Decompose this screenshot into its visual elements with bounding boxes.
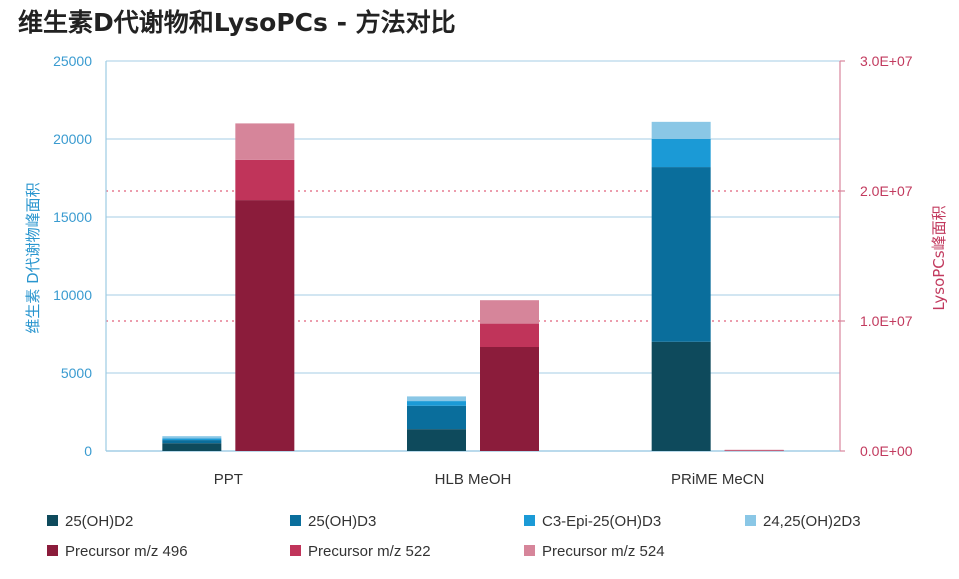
legend-swatch — [524, 545, 535, 556]
y-tick-label-right: 2.0E+07 — [860, 183, 913, 199]
bar-segment — [162, 440, 222, 444]
legend-swatch — [290, 545, 301, 556]
chart-title: 维生素D代谢物和LysoPCs - 方法对比 — [18, 8, 456, 37]
bar-segment — [235, 123, 295, 160]
legend-label: C3-Epi-25(OH)D3 — [542, 513, 661, 530]
y-axis-title-right: LysoPCs峰面积 — [930, 205, 948, 310]
bar-segment — [235, 159, 295, 201]
y-tick-label-right: 3.0E+07 — [860, 53, 913, 69]
bar-segment — [407, 405, 466, 430]
bar-segment — [480, 323, 539, 347]
bar-segment — [407, 429, 466, 451]
y-axis-title-left: 维生素 D代谢物峰面积 — [24, 182, 42, 333]
bar-segment — [480, 300, 539, 324]
legend-label: 25(OH)D2 — [65, 513, 133, 530]
legend-swatch — [47, 545, 58, 556]
x-tick-label: HLB MeOH — [435, 471, 512, 488]
legend-label: Precursor m/z 496 — [65, 543, 188, 560]
legend: 25(OH)D2 25(OH)D3 C3-Epi-25(OH)D3 24,25(OH)… — [47, 513, 861, 560]
bar-segment — [162, 436, 222, 439]
bar-segment — [407, 401, 466, 406]
bar-segment — [651, 139, 711, 168]
legend-swatch — [745, 515, 756, 526]
bar-segment — [480, 347, 539, 451]
legend-swatch — [524, 515, 535, 526]
y-tick-label-right: 1.0E+07 — [860, 313, 913, 329]
bar-segment — [651, 121, 711, 139]
legend-label: Precursor m/z 522 — [308, 543, 431, 560]
legend-label: 25(OH)D3 — [308, 513, 376, 530]
x-tick-label: PRiME MeCN — [671, 471, 764, 488]
bar-segment — [651, 167, 711, 342]
y-tick-label-left: 5000 — [61, 365, 92, 381]
y-tick-label-left: 15000 — [53, 209, 92, 225]
bar-segment — [651, 341, 711, 451]
bar-segment — [162, 443, 222, 451]
legend-swatch — [47, 515, 58, 526]
legend-label: Precursor m/z 524 — [542, 543, 665, 560]
bar-segment — [235, 200, 295, 451]
bar-segment — [724, 449, 784, 451]
y-tick-label-left: 25000 — [53, 53, 92, 69]
y-tick-label-left: 10000 — [53, 287, 92, 303]
legend-label: 24,25(OH)2D3 — [763, 513, 861, 530]
x-tick-label: PPT — [214, 471, 243, 488]
plot-area: 0 5000 10000 15000 20000 25000 0.0E+00 1.0E+07 2… — [53, 53, 913, 488]
y-tick-label-right: 0.0E+00 — [860, 443, 913, 459]
y-tick-label-left: 0 — [84, 443, 92, 459]
legend-swatch — [290, 515, 301, 526]
bar-segment — [407, 396, 466, 402]
y-tick-label-left: 20000 — [53, 131, 92, 147]
bar-segment — [162, 438, 222, 441]
